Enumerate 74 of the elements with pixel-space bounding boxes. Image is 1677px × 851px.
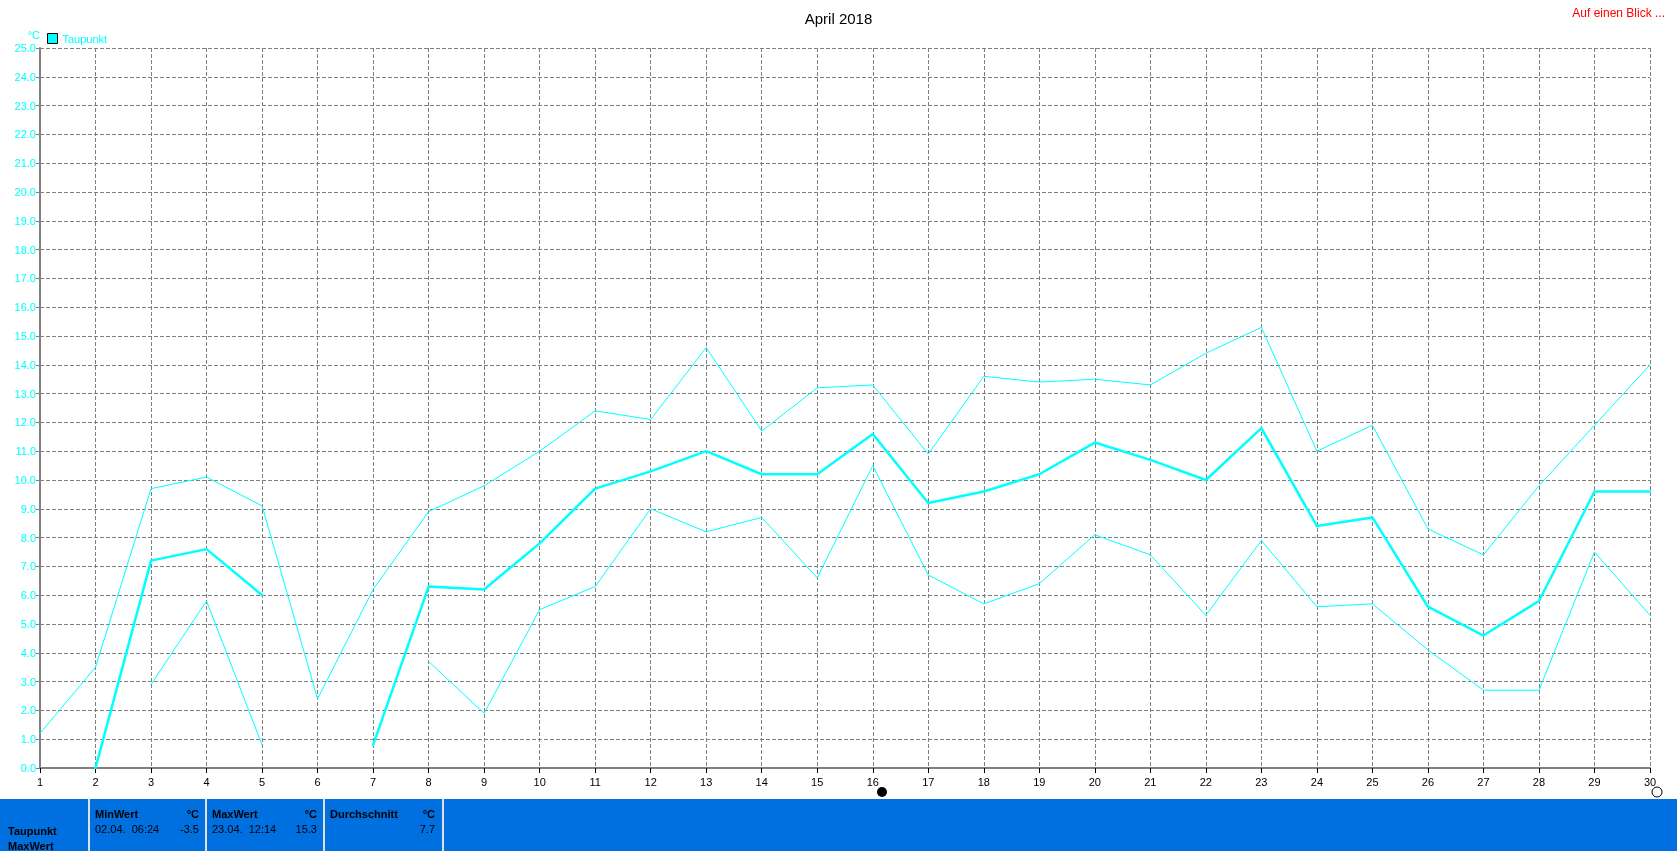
- y-tick-label: 0.0: [20, 762, 36, 774]
- text: -3.5: [179, 823, 199, 835]
- x-tick-label: 24: [1310, 775, 1324, 788]
- text: Durchschnitt: [330, 808, 398, 820]
- x-tick-label: 12: [644, 775, 657, 788]
- y-tick-label: 8.0: [20, 531, 36, 544]
- y-tick-label: 6.0: [20, 589, 36, 602]
- y-tick-label: 10.0: [14, 474, 36, 486]
- x-tick-label: 30: [1643, 775, 1657, 788]
- text: °C: [185, 808, 199, 820]
- y-tick-label: 15.0: [14, 330, 36, 342]
- x-tick-label: 6: [314, 775, 321, 788]
- y-tick-label: 12.0: [14, 416, 36, 429]
- text: MaxWert: [212, 808, 258, 820]
- y-tick-label: 23.0: [14, 99, 36, 112]
- y-tick-label: 14.0: [14, 358, 36, 371]
- text: MaxWert: [8, 840, 54, 851]
- y-tick-label: 9.0: [20, 502, 36, 515]
- x-tick-label: 14: [755, 775, 768, 788]
- y-tick-label: 21.0: [14, 157, 36, 170]
- y-tick-label: 7.0: [20, 560, 36, 573]
- x-tick-label: 2: [92, 775, 99, 788]
- text: 02.04. 06:24: [95, 823, 160, 835]
- x-tick-label: 11: [589, 775, 601, 788]
- x-tick-label: 13: [700, 775, 713, 788]
- x-tick-label: 4: [203, 775, 210, 788]
- text: °C: [422, 808, 435, 820]
- x-tick-label: 8: [425, 775, 432, 788]
- y-tick-label: 4.0: [20, 646, 36, 659]
- x-tick-label: 20: [1088, 775, 1101, 788]
- text: Auf einen Blick ...: [1572, 6, 1665, 20]
- text: 7.7: [418, 823, 435, 835]
- y-tick-label: 20.0: [14, 186, 36, 198]
- x-tick-label: 16: [866, 775, 879, 788]
- x-tick-label: 1: [36, 775, 44, 788]
- x-tick-label: 27: [1477, 775, 1490, 788]
- x-tick-label: 3: [147, 775, 155, 788]
- x-tick-label: 29: [1588, 775, 1601, 788]
- y-tick-label: 24.0: [14, 70, 36, 83]
- y-tick-label: 17.0: [14, 272, 36, 285]
- x-tick-label: 18: [977, 775, 990, 788]
- y-tick-label: 1.0: [20, 733, 36, 746]
- y-tick-label: 25.0: [14, 42, 36, 54]
- x-tick-label: 15: [811, 775, 824, 788]
- x-tick-label: 22: [1199, 775, 1212, 788]
- text: 15.3: [294, 823, 317, 835]
- y-tick-label: 11.0: [15, 445, 36, 458]
- x-tick-label: 10: [533, 775, 546, 788]
- y-tick-label: 18.0: [14, 243, 36, 256]
- x-tick-label: 5: [259, 775, 266, 788]
- x-tick-label: 7: [370, 775, 377, 788]
- x-tick-label: 23: [1255, 775, 1268, 788]
- y-tick-label: 16.0: [14, 301, 36, 314]
- x-tick-label: 19: [1033, 775, 1046, 788]
- text: °C: [303, 808, 317, 820]
- text: 23.04. 12:14: [212, 823, 277, 835]
- y-tick-label: 3.0: [20, 675, 36, 688]
- x-tick-label: 28: [1532, 775, 1546, 788]
- y-tick-label: 19.0: [14, 214, 36, 227]
- line-series: [39, 326, 1651, 734]
- y-axis-title: °C: [27, 28, 41, 41]
- x-tick-label: 17: [922, 775, 935, 788]
- x-tick-label: 9: [481, 775, 488, 788]
- text: Taupunkt: [8, 825, 57, 837]
- x-tick-label: 21: [1144, 775, 1157, 788]
- text: MinWert: [95, 808, 139, 820]
- legend-label: Taupunkt: [62, 32, 108, 45]
- y-tick-label: 22.0: [14, 128, 36, 141]
- x-tick-label: 25: [1366, 775, 1379, 788]
- y-tick-label: 13.0: [14, 387, 36, 400]
- y-tick-label: 2.0: [20, 704, 36, 717]
- chart-title: April 2018: [804, 10, 873, 27]
- x-tick-label: 26: [1421, 775, 1435, 788]
- y-tick-label: 5.0: [20, 618, 36, 630]
